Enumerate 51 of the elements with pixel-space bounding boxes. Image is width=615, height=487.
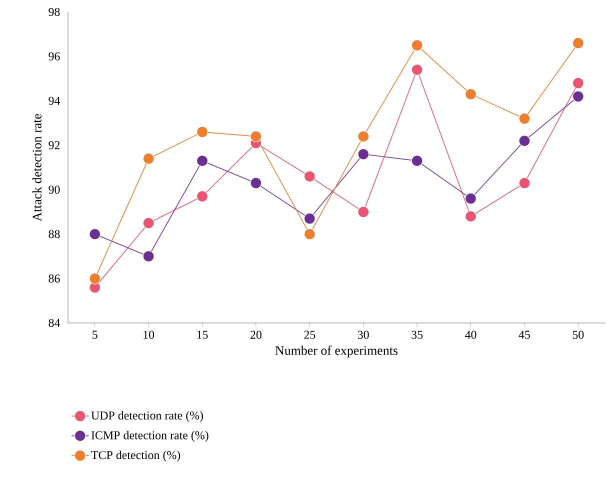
x-axis-title: Number of experiments [275, 346, 398, 358]
point [304, 228, 316, 240]
point [518, 135, 530, 147]
x-tick-label: 45 [518, 330, 530, 339]
y-tick-label: 88 [48, 230, 60, 238]
y-tick-label: 96 [48, 52, 60, 60]
point [142, 152, 154, 164]
legend-label: TCP detection (%) [91, 450, 180, 462]
y-tick-label: 98 [48, 8, 60, 16]
x-tick-label: 5 [92, 330, 98, 339]
y-tick-label: 94 [48, 96, 60, 105]
point [572, 37, 584, 49]
point [411, 40, 423, 52]
y-tick-label: 84 [48, 318, 60, 328]
point [572, 77, 584, 89]
point [464, 210, 477, 222]
point [250, 177, 262, 189]
point [89, 228, 101, 240]
point [304, 170, 316, 182]
x-tick-label: 10 [144, 330, 154, 339]
point [518, 177, 530, 189]
point [572, 90, 584, 102]
y-axis-title: Attack detection rate [32, 114, 42, 222]
point [358, 206, 370, 218]
point [196, 155, 208, 167]
x-tick-label: 30 [358, 330, 369, 339]
x-tick-label: 40 [465, 330, 476, 339]
point [358, 130, 370, 142]
point [358, 148, 370, 160]
point [464, 88, 477, 100]
x-tick-label: 50 [572, 330, 584, 339]
y-tick-label: 86 [48, 274, 60, 283]
point [89, 272, 101, 284]
point [518, 112, 530, 124]
legend-label: UDP detection rate (%) [91, 411, 204, 422]
point [142, 250, 154, 262]
point [464, 192, 477, 204]
point [411, 155, 423, 167]
point [196, 190, 208, 202]
point [196, 126, 208, 138]
point [142, 217, 154, 229]
point [304, 212, 316, 224]
point [250, 130, 262, 142]
legend-label: ICMP detection rate (%) [91, 430, 208, 442]
y-tick-label: 92 [48, 141, 60, 150]
x-tick-label: 15 [197, 330, 208, 339]
y-tick-label: 90 [48, 186, 60, 194]
x-tick-label: 35 [412, 330, 423, 339]
x-tick-label: 25 [304, 330, 316, 339]
point [411, 64, 423, 76]
x-tick-label: 20 [250, 330, 262, 339]
